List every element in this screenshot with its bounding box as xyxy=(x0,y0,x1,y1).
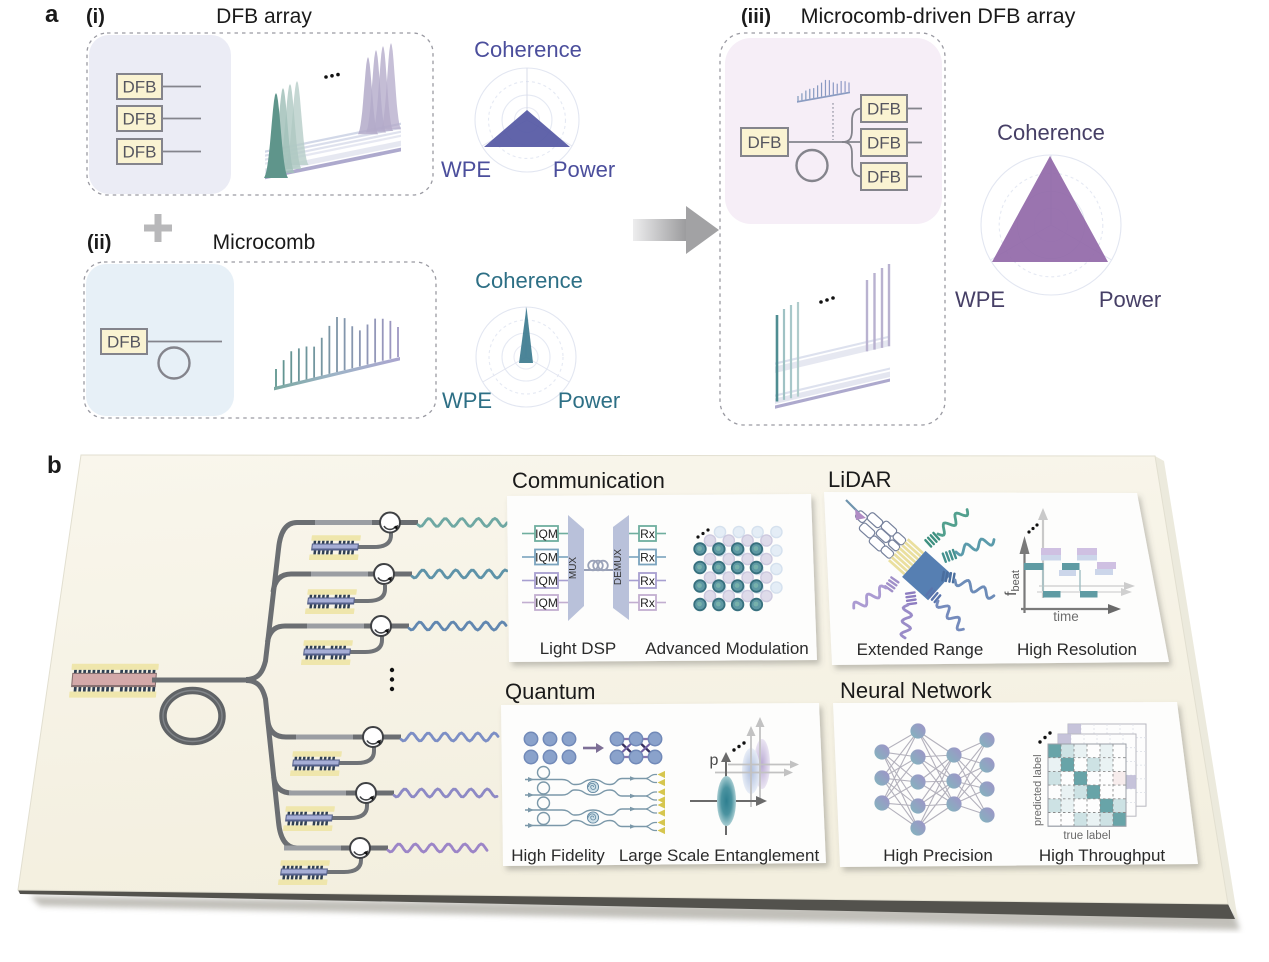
svg-text:WPE: WPE xyxy=(441,157,491,182)
svg-text:DFB: DFB xyxy=(107,333,141,352)
svg-text:Rx: Rx xyxy=(640,551,655,565)
svg-text:Microcomb-driven DFB array: Microcomb-driven DFB array xyxy=(801,4,1076,28)
svg-text:Rx: Rx xyxy=(640,596,655,610)
svg-text:MUX: MUX xyxy=(568,557,579,580)
svg-text:High Precision: High Precision xyxy=(883,846,993,865)
svg-text:Advanced Modulation: Advanced Modulation xyxy=(645,639,809,658)
svg-text:Power: Power xyxy=(558,388,620,413)
svg-text:Light DSP: Light DSP xyxy=(540,639,617,658)
svg-text:Coherence: Coherence xyxy=(997,120,1105,145)
svg-text:DEMUX: DEMUX xyxy=(613,549,624,585)
svg-text:Rx: Rx xyxy=(640,527,655,541)
svg-text:p: p xyxy=(710,752,719,769)
svg-text:WPE: WPE xyxy=(955,287,1005,312)
svg-text:DFB: DFB xyxy=(748,133,782,152)
svg-text:a: a xyxy=(45,1,59,28)
svg-text:DFB: DFB xyxy=(123,143,157,162)
svg-text:Power: Power xyxy=(1099,287,1161,312)
svg-text:Microcomb: Microcomb xyxy=(213,231,316,254)
svg-text:Coherence: Coherence xyxy=(474,37,582,62)
svg-text:Communication: Communication xyxy=(512,468,665,493)
svg-text:IQM: IQM xyxy=(535,574,558,588)
svg-text:Power: Power xyxy=(553,157,615,182)
svg-text:IQM: IQM xyxy=(535,596,558,610)
svg-text:IQM: IQM xyxy=(535,551,558,565)
svg-text:Quantum: Quantum xyxy=(505,679,596,704)
svg-text:Large Scale Entanglement: Large Scale Entanglement xyxy=(619,846,820,865)
svg-text:b: b xyxy=(47,452,62,479)
svg-text:Extended Range: Extended Range xyxy=(857,640,984,659)
svg-text:High Throughput: High Throughput xyxy=(1039,846,1166,865)
svg-text:(iii): (iii) xyxy=(741,6,771,28)
svg-text:DFB: DFB xyxy=(123,110,157,129)
svg-text:DFB: DFB xyxy=(123,78,157,97)
svg-text:DFB: DFB xyxy=(867,168,901,187)
svg-text:true label: true label xyxy=(1063,830,1110,842)
svg-text:Coherence: Coherence xyxy=(475,268,583,293)
svg-text:predicted label: predicted label xyxy=(1032,754,1044,826)
svg-text:LiDAR: LiDAR xyxy=(828,467,892,492)
svg-text:DFB array: DFB array xyxy=(216,5,312,28)
svg-text:time: time xyxy=(1053,609,1079,624)
svg-text:DFB: DFB xyxy=(867,100,901,119)
svg-text:High Fidelity: High Fidelity xyxy=(511,846,605,865)
svg-text:Rx: Rx xyxy=(640,574,655,588)
svg-text:(ii): (ii) xyxy=(87,232,111,254)
svg-text:WPE: WPE xyxy=(442,388,492,413)
svg-text:DFB: DFB xyxy=(867,134,901,153)
svg-text:(i): (i) xyxy=(86,6,105,28)
svg-text:Neural Network: Neural Network xyxy=(840,678,993,703)
svg-text:High Resolution: High Resolution xyxy=(1017,640,1137,659)
svg-text:IQM: IQM xyxy=(535,527,558,541)
